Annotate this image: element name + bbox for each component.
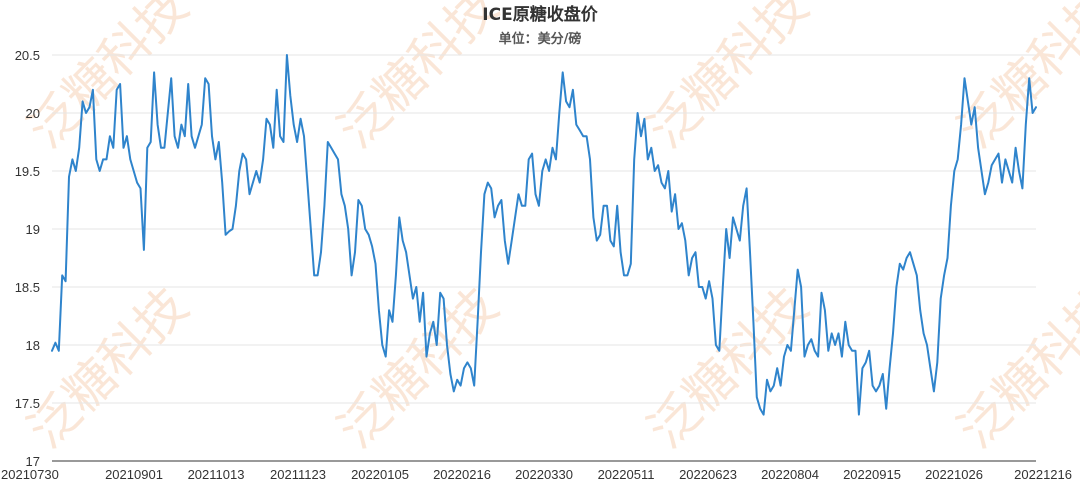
x-tick-label: 20220105 [351, 467, 409, 482]
x-tick-label: 20220623 [679, 467, 737, 482]
watermark-text: 泛糖科技 [17, 277, 199, 459]
chart-title: ICE原糖收盘价 [482, 4, 598, 25]
x-tick-label: 20210901 [105, 467, 163, 482]
y-tick-label: 18.5 [15, 280, 40, 295]
x-tick-label: 20221216 [1014, 467, 1072, 482]
x-tick-label: 20221026 [925, 467, 983, 482]
watermark-text: 泛糖科技 [947, 277, 1080, 459]
x-tick-label: 20220511 [598, 467, 655, 482]
y-tick-label: 20.5 [15, 48, 40, 63]
x-tick-label: 20211013 [188, 467, 245, 482]
y-tick-label: 17.5 [15, 396, 40, 411]
y-tick-label: 18 [26, 338, 40, 353]
y-tick-label: 19 [26, 222, 40, 237]
series-line-0 [51, 54, 1037, 416]
watermark-text: 泛糖科技 [947, 0, 1080, 159]
x-axis-ticks: 20210730 20210901 20211013 20211123 20220105… [1, 467, 1072, 482]
x-tick-label: 20220216 [433, 467, 491, 482]
gridlines [52, 54, 1036, 404]
watermark-text: 泛糖科技 [637, 0, 819, 159]
x-tick-label: 20210730 [1, 467, 59, 482]
x-tick-label: 20220804 [761, 467, 819, 482]
series-layer [51, 54, 1037, 416]
x-tick-label: 20220330 [515, 467, 573, 482]
x-tick-label: 20211123 [270, 467, 326, 482]
y-tick-label: 20 [26, 106, 40, 121]
y-tick-label: 17 [26, 454, 40, 469]
y-axis-ticks: 17 17.5 18 18.5 19 19.5 20 20.5 [15, 48, 40, 469]
x-tick-label: 20220915 [843, 467, 901, 482]
y-tick-label: 19.5 [15, 164, 40, 179]
chart-subtitle: 单位：美分/磅 [499, 31, 582, 47]
watermark-text: 泛糖科技 [637, 277, 819, 459]
